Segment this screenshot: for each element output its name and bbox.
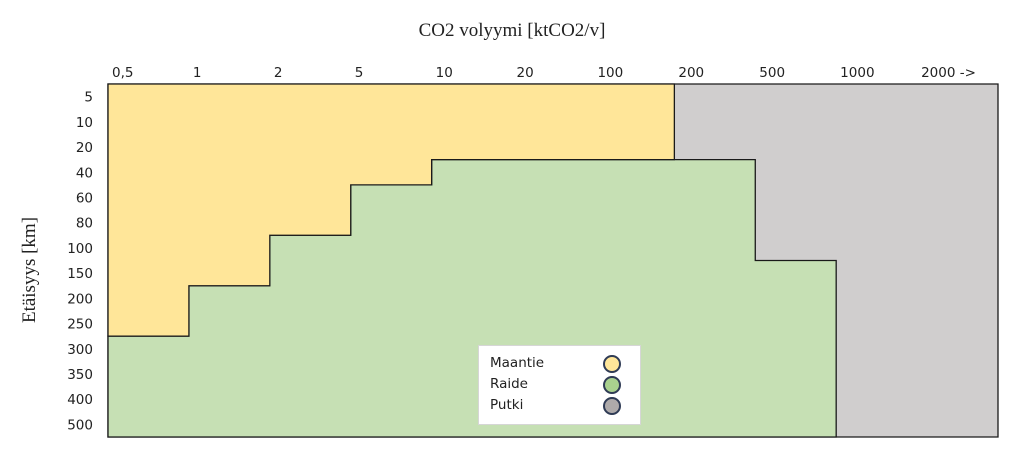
legend-item-raide: Raide (490, 374, 630, 394)
regions-layer (107, 83, 999, 438)
legend-label: Maantie (490, 355, 545, 371)
x-axis-title: CO2 volyymi [ktCO2/v] (418, 20, 606, 41)
x-tick-label: 20 (517, 65, 534, 81)
y-tick-label: 400 (67, 392, 93, 408)
y-axis-ticks: 5 10 20 40 60 80 100 150 200 250 300 350 400 500 (67, 90, 93, 434)
legend-dot-icon (603, 376, 621, 394)
y-tick-label: 300 (67, 342, 93, 358)
y-tick-label: 20 (76, 140, 93, 156)
legend-dot-icon (603, 355, 621, 373)
legend: Maantie Raide Putki (478, 345, 641, 425)
x-tick-label: 200 (678, 65, 704, 81)
y-tick-label: 80 (76, 216, 93, 232)
y-tick-label: 500 (67, 417, 93, 433)
legend-label: Raide (490, 376, 528, 392)
x-tick-label: 500 (759, 65, 785, 81)
y-tick-label: 60 (76, 190, 93, 206)
y-tick-label: 150 (67, 266, 93, 282)
x-tick-label: 1 (193, 65, 202, 81)
x-tick-label: 10 (436, 65, 453, 81)
region-maantie (107, 83, 676, 337)
y-tick-label: 350 (67, 367, 93, 383)
legend-label: Putki (490, 397, 524, 413)
x-tick-label: 1000 (840, 65, 874, 81)
y-tick-label: 40 (76, 165, 93, 181)
x-tick-label: 2000 -> (921, 65, 976, 81)
y-tick-label: 250 (67, 317, 93, 333)
x-axis-ticks: 0,5 1 2 5 10 20 100 200 500 1000 2000 -> (112, 65, 976, 81)
x-tick-label: 0,5 (112, 65, 133, 81)
y-tick-label: 5 (84, 90, 93, 106)
legend-item-putki: Putki (490, 395, 630, 415)
y-tick-label: 100 (67, 241, 93, 257)
x-tick-label: 2 (274, 65, 283, 81)
legend-item-maantie: Maantie (490, 353, 630, 373)
y-tick-label: 200 (67, 291, 93, 307)
x-tick-label: 100 (597, 65, 623, 81)
legend-dot-icon (603, 397, 621, 415)
x-tick-label: 5 (355, 65, 364, 81)
y-tick-label: 10 (76, 115, 93, 131)
